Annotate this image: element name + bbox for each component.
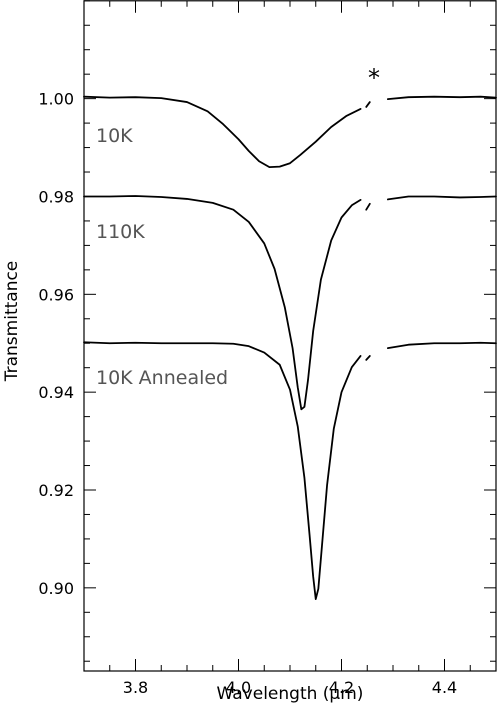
series-line-110k-0	[83, 195, 362, 411]
y-axis-label: Transmittance	[2, 261, 22, 383]
series-label-110k: 110K	[96, 221, 145, 243]
asterisk-annotation: *	[368, 64, 380, 92]
series-label-10k-annealed: 10K Annealed	[96, 367, 228, 389]
series-line-110k-1	[365, 202, 371, 211]
series-line-110k-2	[386, 195, 497, 201]
y-tick-label: 0.98	[38, 187, 74, 206]
x-tick-label: 3.8	[123, 678, 148, 697]
series-line-10k-annealed-0	[83, 341, 362, 600]
x-tick-label: 4.4	[432, 678, 457, 697]
labels-layer: 3.8 4.0 4.2 4.4 0.90 0.92 0.94 0.96 0.98 1.00 10K 1…	[38, 64, 457, 697]
ticks-layer	[83, 0, 497, 671]
series-line-10k-1	[365, 101, 371, 108]
y-tick-label: 0.94	[38, 383, 74, 402]
y-tick-label: 0.92	[38, 481, 74, 500]
series-label-10k: 10K	[96, 125, 133, 147]
x-tick-label: 4.0	[226, 678, 251, 697]
x-tick-label: 4.2	[329, 678, 354, 697]
series-line-10k-2	[386, 95, 497, 101]
series-line-10k-annealed-1	[365, 355, 371, 361]
y-tick-label: 1.00	[38, 90, 74, 109]
y-tick-label: 0.90	[38, 579, 74, 598]
y-tick-label: 0.96	[38, 285, 74, 304]
series-layer	[83, 95, 497, 600]
x-axis-label: Wavelength (μm)	[217, 684, 364, 704]
series-line-10k-0	[83, 95, 362, 169]
series-line-10k-annealed-2	[386, 341, 497, 350]
